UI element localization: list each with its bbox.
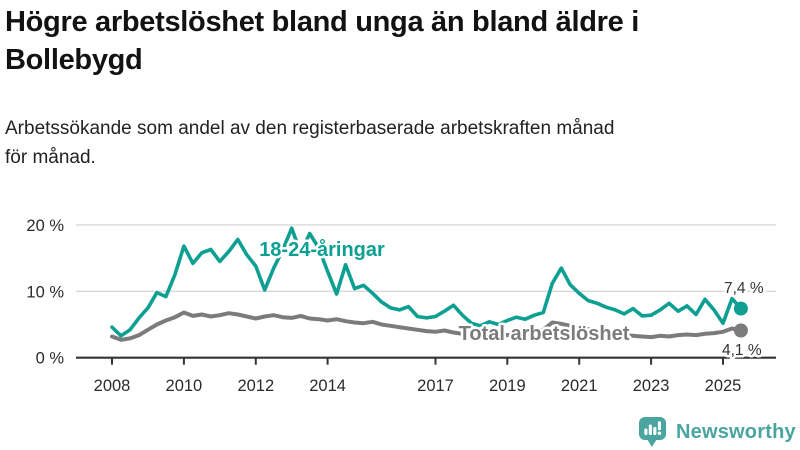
brand-name: Newsworthy <box>676 420 796 443</box>
total-series-line <box>110 310 743 342</box>
total-end-dot <box>733 323 748 338</box>
y-tick-label: 0 % <box>36 350 65 368</box>
newsworthy-logo-icon <box>639 417 666 447</box>
youth-end-value: 7,4 % <box>724 280 764 297</box>
total-series-label: Total arbetslöshet <box>459 323 630 345</box>
x-tick-label: 2017 <box>417 377 454 395</box>
total-end-value: 4,1 % <box>722 342 762 359</box>
x-tick-label: 2019 <box>489 377 526 395</box>
x-tick-label: 2012 <box>237 377 274 395</box>
page-title-text: Högre arbetslöshet bland unga än bland ä… <box>5 6 639 76</box>
youth-end-dot <box>733 301 748 316</box>
youth-series-label: 18-24-åringar <box>259 238 385 261</box>
x-tick-label: 2021 <box>561 377 598 395</box>
y-tick-label: 10 % <box>26 283 64 301</box>
x-tick-label: 2010 <box>166 377 203 395</box>
page-subtitle-line1: Arbetssökande som andel av den registerb… <box>5 118 615 139</box>
x-tick-label: 2023 <box>633 377 670 395</box>
youth-series-line <box>110 226 743 338</box>
page-subtitle-line2: för månad. <box>5 147 96 169</box>
x-tick-label: 2014 <box>309 377 346 395</box>
y-tick-label: 20 % <box>26 217 64 235</box>
page-subtitle: Arbetssökande som andel av den registerb… <box>5 114 789 173</box>
x-tick-label: 2025 <box>705 377 742 395</box>
page-title: Högre arbetslöshet bland unga än bland ä… <box>5 4 775 80</box>
newsworthy-brand-link[interactable]: Newsworthy <box>638 416 796 448</box>
x-tick-label: 2008 <box>94 377 131 395</box>
